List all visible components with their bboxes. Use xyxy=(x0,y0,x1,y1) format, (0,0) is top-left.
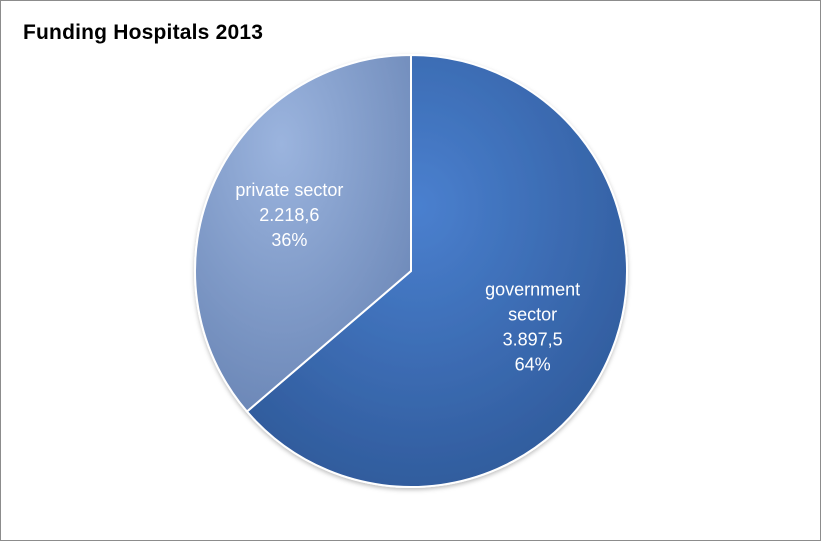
data-label-private-sector: private sector 2.218,6 36% xyxy=(235,180,343,250)
data-label-government-sector: government sector 3.897,5 64% xyxy=(485,279,580,374)
chart-title: Funding Hospitals 2013 xyxy=(23,21,264,44)
pie-slice-private-sector xyxy=(194,53,412,413)
pie-slice-government-sector xyxy=(245,53,628,488)
